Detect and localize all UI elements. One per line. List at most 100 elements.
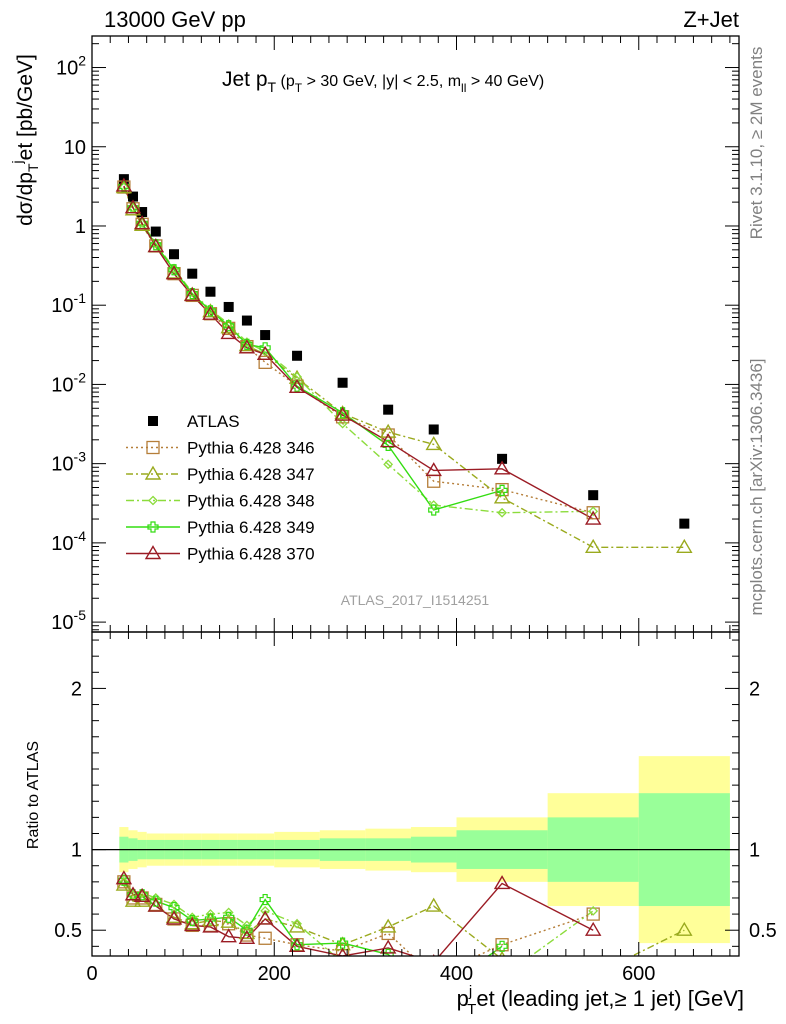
ratio-point-4-3 [147,897,165,912]
legend-marker-1 [146,440,160,455]
ratio-point-3-11 [336,937,349,949]
main-plot-title: Jet pT (pT > 30 GeV, |y| < 2.5, mll > 40… [222,68,544,95]
ratio-point-4-5 [184,916,201,932]
rivet-version-label: Rivet 3.1.10, ≥ 2M events [747,47,766,240]
data-point-3-12 [383,459,394,470]
ratio-point-3-14 [496,940,508,952]
data-point-3-11 [337,418,348,429]
ratio-point-0-9 [258,931,272,945]
ratio-point-4-14 [493,875,511,890]
ratio-point-0-14 [495,938,509,952]
data-point-4-14 [496,484,508,496]
data-point-5-0 [115,177,133,192]
ratio-point-0-12 [381,926,395,941]
series-line-5 [123,185,594,520]
ratio-y-tick-label-right: 1 [749,840,760,862]
ratio-line-2 [123,881,594,956]
header-process-label: Z+Jet [683,7,739,32]
y-tick-label: 10-3 [51,449,86,476]
ratio-point-4-1 [124,886,142,901]
data-point-5-1 [124,199,142,214]
data-point-0-6 [205,286,216,297]
main-frame [91,35,740,633]
x-tick-label: 600 [622,963,655,985]
ratio-point-3-3 [150,895,162,907]
data-point-5-12 [379,433,397,448]
legend-label-2: Pythia 6.428 347 [187,465,315,484]
legend-marker-3 [148,495,158,506]
ratio-y-tick-label: 1 [71,840,82,862]
data-point-0-11 [337,377,348,388]
ratio-point-2-15 [588,905,599,916]
data-point-5-6 [202,305,219,320]
data-point-5-9 [256,345,274,361]
ratio-point-2-12 [384,975,392,983]
ratio-series-group [115,870,693,1000]
data-point-3-7 [223,319,234,329]
header-energy-label: 13000 GeV pp [104,7,246,32]
data-point-2-8 [238,337,256,352]
ratio-point-2-14 [498,973,506,981]
ratio-point-4-15 [584,921,602,936]
ratio-point-1-16 [676,921,693,936]
ratio-point-1-7 [220,913,237,928]
data-point-0-13 [428,424,439,435]
series-line-4 [123,186,503,511]
ratio-point-4-13 [432,954,435,956]
x-axis-label: pj Tet (leading jet,≥ 1 jet) [GeV] [457,983,744,1018]
main-y-axis-label: dσ/dpTjet [pb/GeV] [9,54,41,226]
series-line-1 [123,186,594,514]
y-tick-label: 10-2 [51,369,86,396]
data-point-5-8 [238,339,256,354]
data-point-1-7 [222,321,236,336]
x-tick-label: 200 [258,963,291,985]
data-point-5-15 [584,510,602,525]
data-point-0-5 [187,268,198,279]
ratio-point-4-7 [220,928,237,943]
data-point-4-13 [428,504,440,516]
legend-label-4: Pythia 6.428 349 [187,518,315,537]
data-point-4-6 [204,305,217,317]
series-line-2 [123,187,685,548]
data-point-2-12 [379,423,397,438]
ratio-point-4-8 [238,929,256,944]
ratio-point-4-11 [337,947,348,956]
ratio-frame [91,631,740,957]
ratio-point-0-2 [135,891,149,905]
data-point-0-1 [128,191,139,202]
legend-marker-0 [148,416,158,426]
legend-marker-5 [144,545,162,560]
ratio-point-4-9 [256,910,274,925]
data-point-0-7 [223,301,234,312]
ratio-point-3-13 [429,990,439,1000]
y-tick-label: 10 [64,137,86,159]
data-point-3-8 [241,337,252,348]
data-point-2-2 [133,216,151,231]
legend-marker-4 [147,521,159,533]
ratio-point-4-12 [379,939,397,954]
ratio-point-4-6 [202,918,219,933]
data-point-0-9 [260,330,271,341]
ratio-line-1 [123,884,685,956]
legend: ATLAS Pythia 6.428 346 Pythia 6.428 347 Pyt… [126,412,315,564]
y-tick-label: 10-4 [51,528,86,555]
data-point-5-2 [133,215,151,230]
data-point-4-8 [241,338,253,351]
legend-label-1: Pythia 6.428 346 [187,439,315,458]
ratio-point-3-7 [223,911,235,923]
ratio-point-4-0 [115,870,133,885]
ratio-y-tick-label: 2 [71,678,82,700]
series-line-3 [123,186,594,514]
data-point-5-10 [288,378,306,393]
ratio-point-4-2 [133,887,151,903]
ratio-point-0-11 [335,944,350,956]
data-point-0-16 [679,518,690,529]
ratio-point-0-13 [428,969,440,981]
data-point-5-13 [425,462,442,477]
ratio-y-tick-label-right: 0.5 [749,920,777,942]
ratio-point-1-6 [202,912,219,927]
ratio-y-tick-label-right: 2 [749,678,760,700]
data-point-3-13 [428,500,439,510]
ratio-point-2-7 [223,907,234,918]
y-tick-label: 102 [56,53,86,80]
